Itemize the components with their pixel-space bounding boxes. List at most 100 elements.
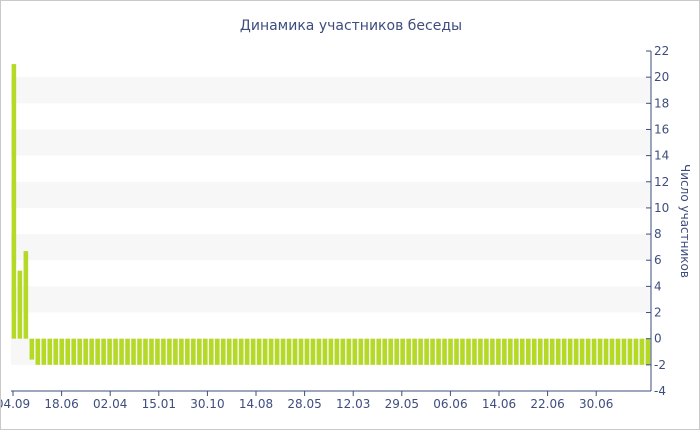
- bar: [364, 338, 370, 365]
- bar: [621, 338, 627, 365]
- bar: [310, 338, 316, 365]
- bar: [41, 338, 47, 365]
- bar: [346, 338, 352, 365]
- bar: [280, 338, 286, 365]
- bar: [502, 338, 507, 365]
- bar: [394, 338, 399, 365]
- bar: [197, 338, 202, 365]
- bar: [537, 338, 543, 365]
- y-tick-label: 4: [654, 279, 662, 293]
- bar: [549, 338, 555, 365]
- bar: [412, 338, 417, 365]
- bar: [579, 338, 585, 365]
- bar: [585, 338, 591, 365]
- bar: [460, 338, 465, 365]
- y-tick-label: 18: [654, 96, 669, 110]
- x-tick-label: 14.06: [482, 397, 516, 411]
- bar: [262, 338, 268, 365]
- bar: [208, 338, 214, 365]
- bar: [436, 338, 441, 365]
- bar: [113, 338, 118, 365]
- x-tick-label: 15.01: [142, 397, 176, 411]
- bar: [167, 338, 172, 365]
- x-tick-label: 29.05: [385, 397, 419, 411]
- bar: [555, 338, 561, 365]
- bar: [448, 338, 453, 365]
- bar: [352, 338, 358, 365]
- bar: [388, 338, 393, 365]
- bar: [65, 338, 71, 365]
- y-tick-label: 10: [654, 201, 669, 215]
- x-tick-label: 28.05: [287, 397, 321, 411]
- bar: [531, 338, 537, 365]
- bar: [400, 338, 405, 365]
- bar: [472, 338, 477, 365]
- bar: [137, 338, 142, 365]
- x-tick-label: 14.08: [239, 397, 273, 411]
- bar: [155, 338, 160, 365]
- bar: [89, 338, 94, 365]
- bar: [83, 338, 88, 365]
- bar: [525, 338, 531, 365]
- y-tick-label: 6: [654, 253, 662, 267]
- bar: [442, 338, 447, 365]
- bar: [214, 338, 220, 365]
- bar: [645, 338, 651, 365]
- y-tick-label: -4: [654, 384, 666, 398]
- bar: [101, 338, 106, 365]
- bar: [35, 338, 41, 365]
- bar: [561, 338, 567, 365]
- bar: [430, 338, 435, 365]
- grid-band: [11, 234, 651, 261]
- bar: [406, 338, 411, 365]
- bar: [334, 338, 340, 365]
- bar: [603, 338, 609, 365]
- bar: [382, 338, 388, 365]
- bar: [238, 338, 244, 365]
- bar: [591, 338, 597, 365]
- bar: [358, 338, 364, 365]
- x-tick-label: 30.10: [190, 397, 224, 411]
- bar: [244, 338, 250, 365]
- bar: [376, 338, 382, 365]
- bar: [77, 338, 82, 365]
- bar: [119, 338, 124, 365]
- bar: [298, 338, 304, 365]
- bar: [250, 338, 256, 365]
- x-tick-label: 22.06: [530, 397, 564, 411]
- y-axis-label: Число участников: [678, 164, 692, 278]
- bar: [149, 338, 154, 365]
- bar: [496, 338, 501, 365]
- bar: [29, 338, 35, 360]
- bar: [418, 338, 423, 365]
- bar: [226, 338, 232, 365]
- y-tick-label: 2: [654, 306, 662, 320]
- bar: [304, 338, 310, 365]
- bar: [203, 338, 208, 365]
- bar: [143, 338, 148, 365]
- x-tick-label: 04.09: [1, 397, 30, 411]
- y-tick-label: 14: [654, 149, 669, 163]
- x-tick-label: 02.04: [93, 397, 127, 411]
- bar: [11, 64, 17, 339]
- bar: [328, 338, 334, 365]
- bar: [220, 338, 226, 365]
- y-tick-label: 8: [654, 227, 662, 241]
- bar: [573, 338, 579, 365]
- x-tick-label: 12.03: [336, 397, 370, 411]
- bar: [508, 338, 513, 365]
- bar: [286, 338, 292, 365]
- grid-band: [11, 181, 651, 208]
- bar: [59, 338, 65, 365]
- bar: [514, 338, 519, 365]
- grid-bands: [11, 77, 651, 365]
- y-tick-label: 0: [654, 332, 662, 346]
- bar: [424, 338, 429, 365]
- bar: [232, 338, 238, 365]
- bar: [484, 338, 489, 365]
- bar: [520, 338, 525, 365]
- y-tick-label: 20: [654, 70, 669, 84]
- bar: [179, 338, 184, 365]
- x-tick-label: 06.06: [433, 397, 467, 411]
